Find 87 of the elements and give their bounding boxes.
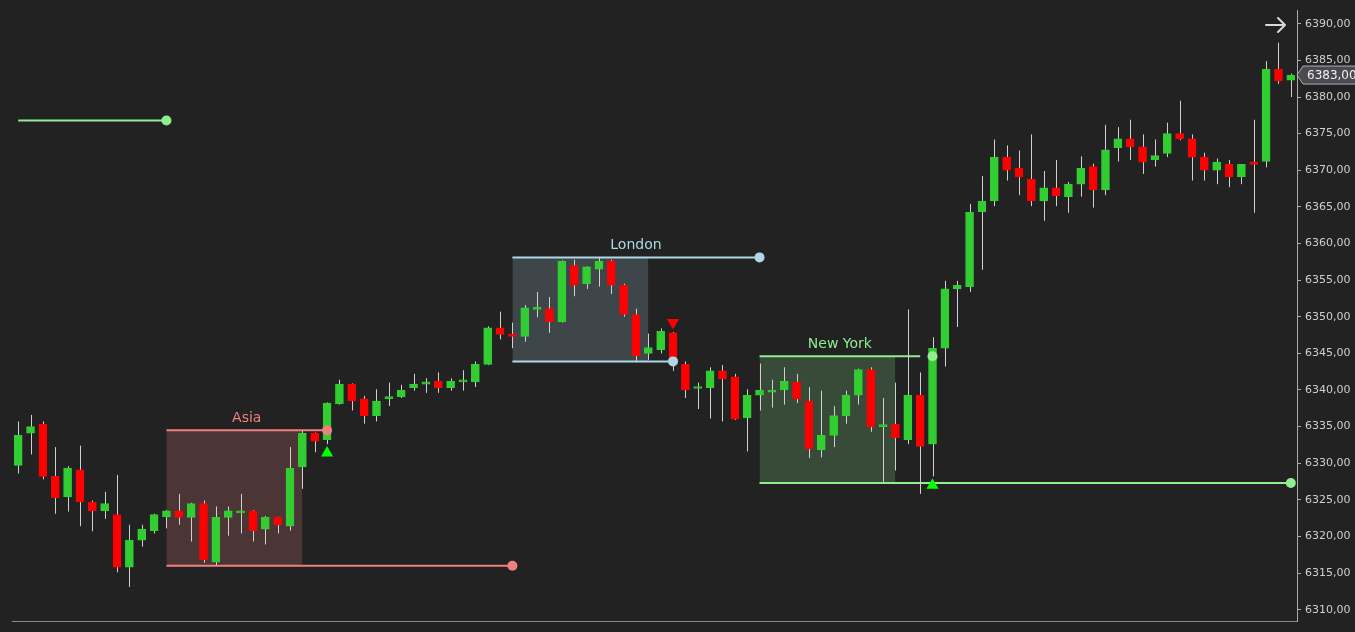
point [754,252,765,263]
candlestick [186,502,196,543]
y-tick-label: 6365,00 [1305,199,1351,213]
candlestick [1039,170,1049,222]
candlestick [50,446,60,515]
candlestick [236,493,245,535]
point [507,560,518,571]
candlestick [433,371,443,394]
candlestick [471,360,480,388]
candlestick [1088,163,1098,209]
y-tick-label: 6370,00 [1305,163,1351,177]
candlestick [656,327,666,354]
candlestick [1274,42,1283,85]
candlestick [260,515,270,545]
point [321,445,334,457]
series-label: Asia [232,408,262,425]
candlestick [779,366,789,406]
point [926,478,939,489]
candlestick [1113,126,1123,162]
candlestick [347,382,357,411]
candlestick [1002,144,1011,182]
point [322,425,333,436]
candlestick [878,397,888,484]
point [927,351,938,362]
candlestick [718,364,727,422]
candlestick [137,524,147,548]
candlestick [545,296,554,334]
candlestick [310,431,320,453]
point [1285,477,1296,488]
candlestick [1138,133,1147,175]
candlestick [87,500,97,532]
y-tick-label: 6320,00 [1305,529,1351,543]
candlestick [508,322,517,349]
candlestick [1200,152,1209,182]
y-tick-label: 6345,00 [1305,346,1351,360]
candlestick [1162,122,1172,158]
text: 6383,00 [1307,68,1355,83]
candlestick [248,509,258,543]
candlestick [569,259,579,297]
y-tick-label: 6340,00 [1305,382,1351,396]
candlestick [606,259,616,295]
candlestick [372,388,381,422]
candlestick [335,379,344,406]
candlestick [1027,133,1036,207]
candlestick [792,373,801,404]
candlestick [1237,163,1246,185]
candlestick [495,311,505,340]
candlestick [1125,119,1135,161]
candlestick [1187,133,1197,182]
y-tick-label: 6350,00 [1305,309,1351,323]
candlestick [100,491,109,520]
candlestick [1076,155,1086,198]
candlestick [643,333,653,361]
candlestick [532,291,542,318]
candlestick [1064,181,1073,214]
candlestick [816,390,826,458]
candlestick [1286,73,1296,98]
candlestick [359,395,369,425]
candlestick [1249,119,1259,214]
candlestick [829,405,838,448]
y-tick-label: 6315,00 [1305,565,1351,579]
point [668,356,679,367]
series-label: New York [807,334,873,351]
y-tick-label: 6380,00 [1305,89,1351,103]
y-tick-label: 6375,00 [1305,126,1351,140]
candlestick [384,382,394,407]
y-tick-label: 6335,00 [1305,419,1351,433]
y-tick-label: 6330,00 [1305,456,1351,470]
candlestick [223,505,233,537]
series-label: London [610,236,662,253]
y-tick-label: 6390,00 [1305,16,1351,30]
y-tick-label: 6355,00 [1305,272,1351,286]
point [666,319,680,330]
candlestick [582,265,591,290]
y-tick-label: 6310,00 [1305,602,1351,616]
candlestick [26,414,35,455]
candlestick [174,493,184,526]
candlestick [891,382,900,472]
candlestick [952,280,962,328]
y-tick-label: 6385,00 [1305,53,1351,67]
candlestick [693,382,703,410]
candlestick [1175,100,1184,141]
y-tick-label: 6325,00 [1305,492,1351,506]
point [161,115,172,126]
y-tick-label: 6360,00 [1305,236,1351,250]
candlestick [1212,158,1222,185]
candlestick [1150,139,1160,168]
